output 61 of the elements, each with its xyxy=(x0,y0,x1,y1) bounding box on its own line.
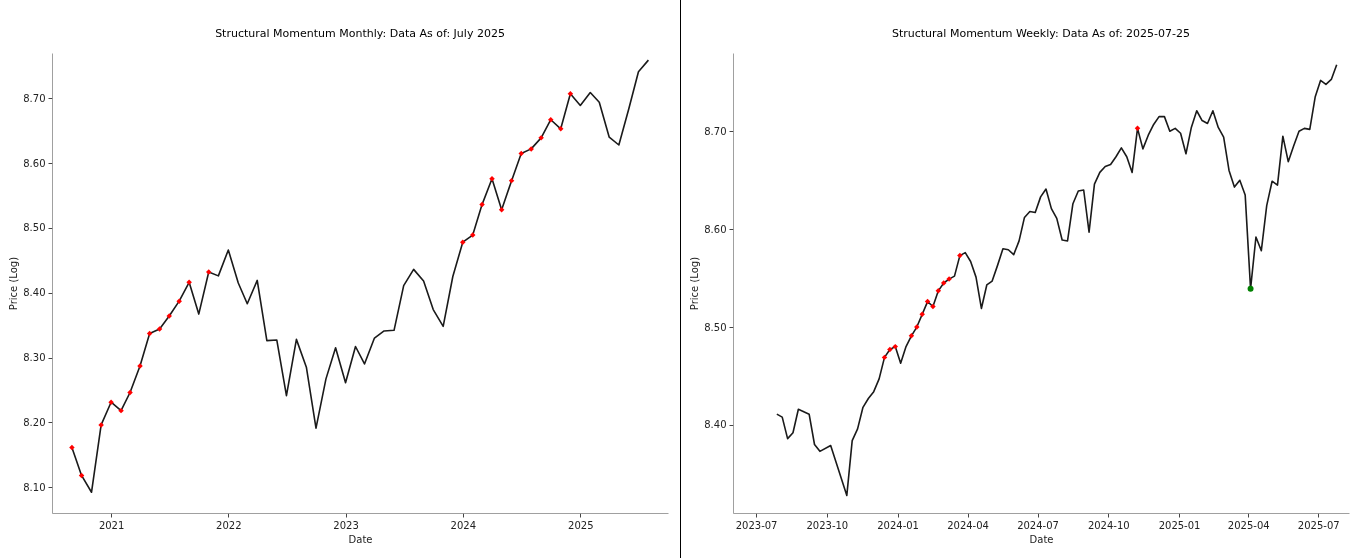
y-axis-title: Price (Log) xyxy=(689,256,701,311)
point xyxy=(460,239,466,245)
x-tick-label: 2024-04 xyxy=(947,519,989,531)
point xyxy=(528,146,534,152)
point xyxy=(567,91,574,97)
y-tick-label: 8.40 xyxy=(23,287,46,299)
point xyxy=(156,326,163,332)
y-tick-label: 8.40 xyxy=(704,419,727,431)
x-tick-label: 2024-01 xyxy=(877,519,919,531)
x-tick-label: 2021 xyxy=(98,519,125,531)
point xyxy=(930,303,936,310)
point xyxy=(469,232,476,238)
y-axis-title: Price (Log) xyxy=(8,256,20,311)
point xyxy=(919,311,925,318)
x-tick-label: 2023-10 xyxy=(806,519,849,531)
y-tick-label: 8.60 xyxy=(23,157,46,169)
point xyxy=(489,175,495,182)
x-tick-label: 2025-01 xyxy=(1158,519,1201,531)
point xyxy=(887,346,893,353)
point xyxy=(127,389,133,396)
y-tick-label: 8.30 xyxy=(23,352,46,364)
point xyxy=(538,135,544,141)
y-tick-label: 8.10 xyxy=(23,481,46,493)
point xyxy=(940,280,947,286)
point xyxy=(205,269,212,275)
y-tick-label: 8.70 xyxy=(704,125,727,137)
x-tick-label: 2023-07 xyxy=(735,519,778,531)
y-tick-label: 8.50 xyxy=(23,222,46,234)
chart-title: Structural Momentum Monthly: Data As of: July 2025 xyxy=(215,27,505,40)
x-axis-title: Date xyxy=(348,533,373,545)
x-tick-label: 2025-07 xyxy=(1297,519,1340,531)
y-tick-label: 8.60 xyxy=(704,223,727,235)
x-tick-label: 2024 xyxy=(450,519,476,531)
y-tick-label: 8.70 xyxy=(23,92,46,104)
point xyxy=(892,343,899,350)
line-series xyxy=(776,63,1338,497)
x-tick-label: 2022 xyxy=(216,519,242,531)
point xyxy=(118,407,124,414)
chart-title: Structural Momentum Weekly: Data As of: 2025-07-25 xyxy=(891,27,1191,40)
point xyxy=(518,150,524,157)
x-tick-label: 2024-10 xyxy=(1087,519,1130,531)
x-tick-label: 2025 xyxy=(568,519,594,531)
point xyxy=(186,279,192,286)
point xyxy=(108,399,114,405)
point xyxy=(69,444,75,451)
line-series xyxy=(71,59,650,494)
point xyxy=(957,252,963,259)
y-tick-label: 8.20 xyxy=(23,416,46,428)
point xyxy=(908,333,915,339)
point xyxy=(479,201,485,208)
x-axis-title: Date xyxy=(1029,533,1054,545)
point xyxy=(548,116,554,123)
x-tick-label: 2025-04 xyxy=(1227,519,1270,531)
point xyxy=(498,207,505,213)
point xyxy=(935,288,942,294)
point xyxy=(176,298,182,304)
x-tick-label: 2023 xyxy=(333,519,359,531)
point xyxy=(1247,285,1254,292)
y-tick-label: 8.50 xyxy=(704,321,727,333)
x-tick-label: 2024-07 xyxy=(1017,519,1059,531)
point xyxy=(557,126,564,132)
